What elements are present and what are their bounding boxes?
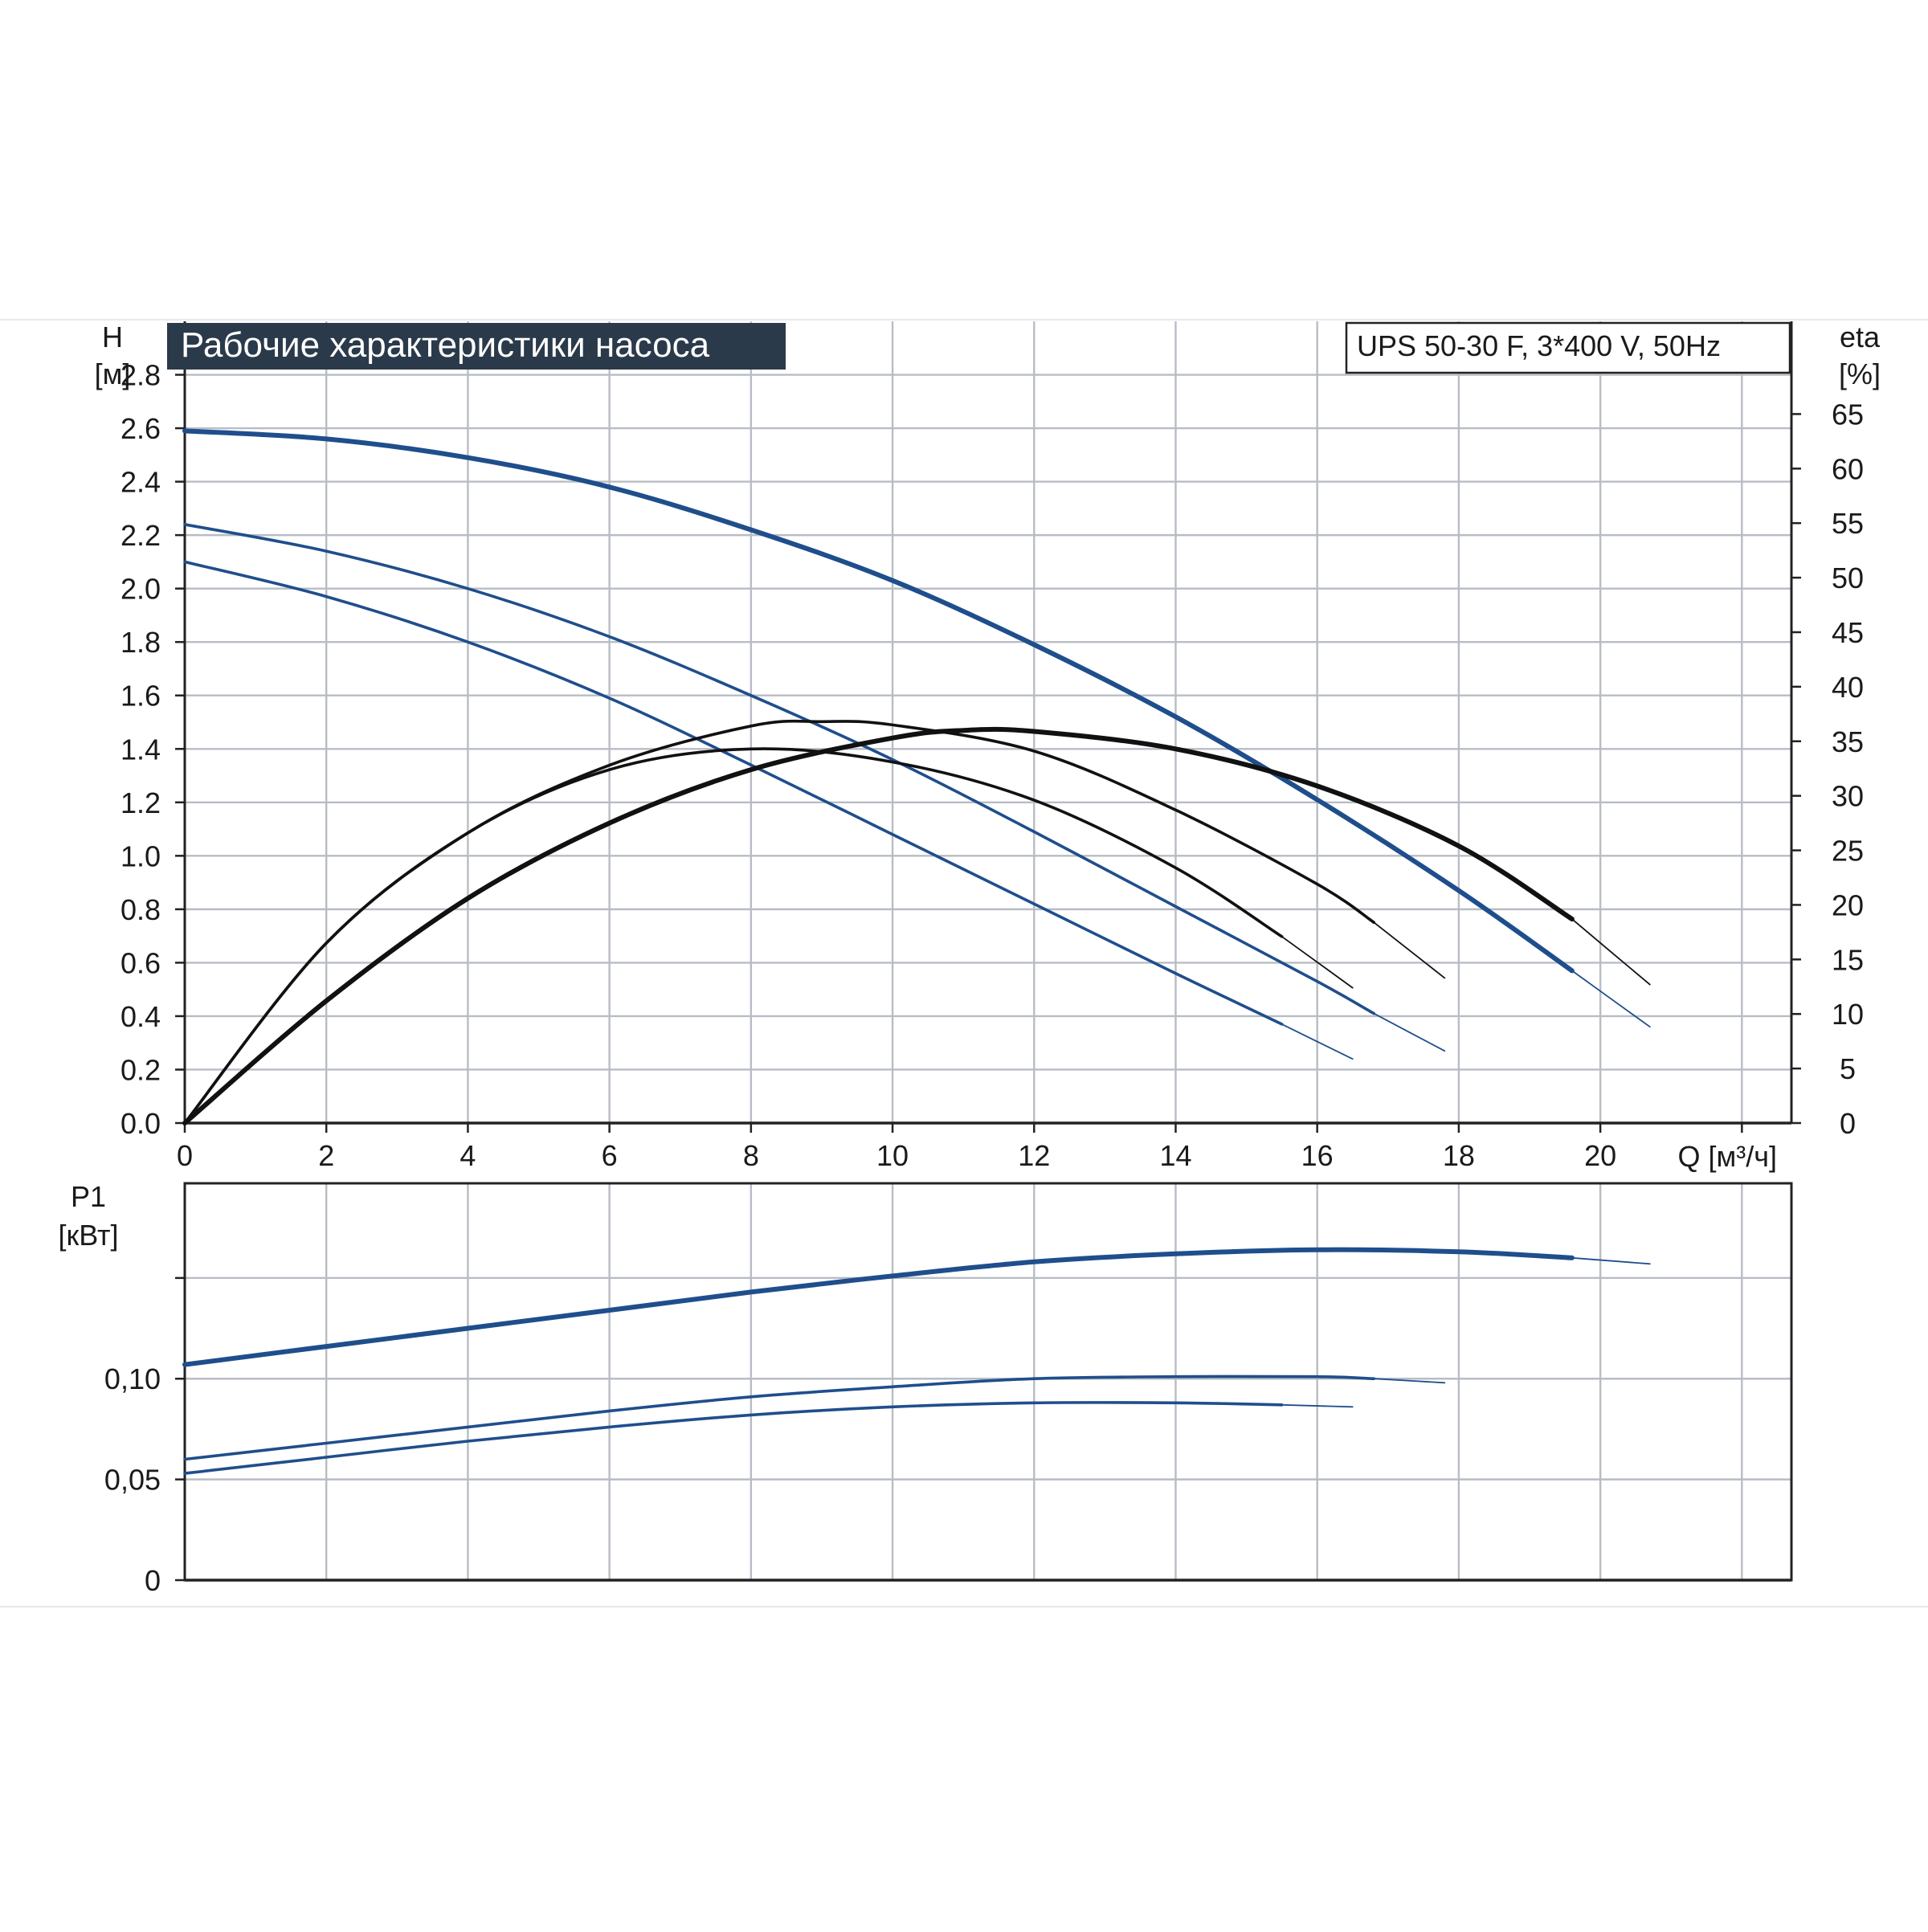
x-tick-label: 0 [177, 1139, 193, 1172]
y-tick-label: 1.2 [120, 786, 161, 819]
head-curve-2 [183, 523, 1375, 1015]
power-curve-2 [183, 1374, 1375, 1461]
x-tick-label: 18 [1443, 1139, 1475, 1172]
y-tick-label: 0.0 [120, 1107, 161, 1140]
y-tick-label: 1.8 [120, 626, 161, 659]
y2-tick-label: 40 [1832, 671, 1864, 704]
x-tick-label: 16 [1301, 1139, 1334, 1172]
y-tick-label: 2.4 [120, 466, 161, 499]
y-tick-label: 0.4 [120, 1000, 161, 1033]
y-tick-label: 2.8 [120, 359, 161, 392]
y2-axis-unit: [%] [1839, 357, 1881, 390]
y2-tick-label: 15 [1832, 943, 1864, 976]
y2-tick-label: 35 [1832, 725, 1864, 758]
y-tick-label: 1.0 [120, 839, 161, 872]
power-chart: 0 0,05 0,10 P1 [кВт] [58, 1180, 1793, 1597]
chart-title-box [167, 323, 786, 370]
y-tick-label: 2.0 [120, 573, 161, 606]
x-tick-label: 10 [876, 1139, 909, 1172]
power-curve-1 [182, 1247, 1575, 1367]
power-y-tick-label: 0 [145, 1564, 161, 1597]
model-label: UPS 50-30 F, 3*400 V, 50Hz [1357, 329, 1721, 362]
head-curve-3 [183, 560, 1284, 1026]
power-axis-unit: [кВт] [58, 1219, 118, 1252]
efficiency-curve-2 [183, 719, 1375, 1125]
head-chart: 0.0 0.2 0.4 0.6 0.8 1.0 1.2 1.4 1.6 1.8 2.0 2.2 2.4 2… [95, 321, 1881, 1173]
y2-tick-label: 30 [1832, 780, 1864, 813]
power-axis-label: P1 [71, 1180, 106, 1213]
power-curve-1-tail [1571, 1256, 1651, 1265]
y2-tick-label: 5 [1840, 1052, 1856, 1085]
head-curve-1-tail [1571, 970, 1651, 1028]
y-tick-label: 0.8 [120, 893, 161, 926]
power-curve-2-tail [1373, 1378, 1446, 1384]
head-curve-1 [182, 428, 1575, 974]
power-curve-3-tail [1281, 1403, 1354, 1408]
efficiency-curve-1-tail [1571, 918, 1651, 986]
y-tick-label: 0.2 [120, 1053, 161, 1086]
power-y-tick-label: 0,05 [104, 1464, 161, 1497]
chart-title: Рабочие характеристики насоса [181, 325, 710, 365]
efficiency-curve-1 [182, 726, 1575, 1125]
efficiency-curve-2-tail [1373, 921, 1446, 979]
y-axis-unit: [м] [95, 357, 131, 390]
x-tick-label: 14 [1159, 1139, 1191, 1172]
y-axis-label: H [102, 321, 123, 353]
y2-tick-label: 50 [1832, 562, 1864, 594]
y2-axis-label: eta [1840, 321, 1881, 353]
head-chart-curves [182, 428, 1651, 1125]
model-label-box [1345, 321, 1791, 374]
y2-tick-label: 20 [1832, 888, 1864, 921]
y-tick-label: 1.6 [120, 680, 161, 713]
x-tick-label: 4 [460, 1139, 476, 1172]
y2-tick-label: 55 [1832, 507, 1864, 540]
efficiency-curve-3-tail [1281, 935, 1354, 989]
y-tick-label: 2.6 [120, 412, 161, 445]
power-chart-curves [182, 1247, 1651, 1475]
y2-tick-label: 45 [1832, 616, 1864, 649]
y2-tick-label: 65 [1832, 398, 1864, 431]
head-curve-3-tail [1281, 1023, 1354, 1060]
y2-tick-label: 0 [1840, 1107, 1856, 1140]
y-tick-label: 2.2 [120, 519, 161, 552]
x-tick-label: 6 [602, 1139, 618, 1172]
x-tick-label: 2 [318, 1139, 334, 1172]
x-tick-label: 8 [743, 1139, 759, 1172]
efficiency-curve-3 [183, 747, 1284, 1125]
x-axis-label: Q [м³/ч] [1677, 1140, 1777, 1173]
y2-tick-label: 60 [1832, 452, 1864, 485]
y-tick-label: 1.4 [120, 733, 161, 766]
y2-tick-label: 25 [1832, 835, 1864, 868]
power-curve-3 [183, 1401, 1284, 1475]
power-y-tick-label: 0,10 [104, 1362, 161, 1395]
y2-tick-label: 10 [1832, 998, 1864, 1031]
x-tick-label: 12 [1018, 1139, 1050, 1172]
y-tick-label: 0.6 [120, 946, 161, 979]
head-curve-2-tail [1373, 1012, 1446, 1052]
x-tick-label: 20 [1584, 1139, 1616, 1172]
